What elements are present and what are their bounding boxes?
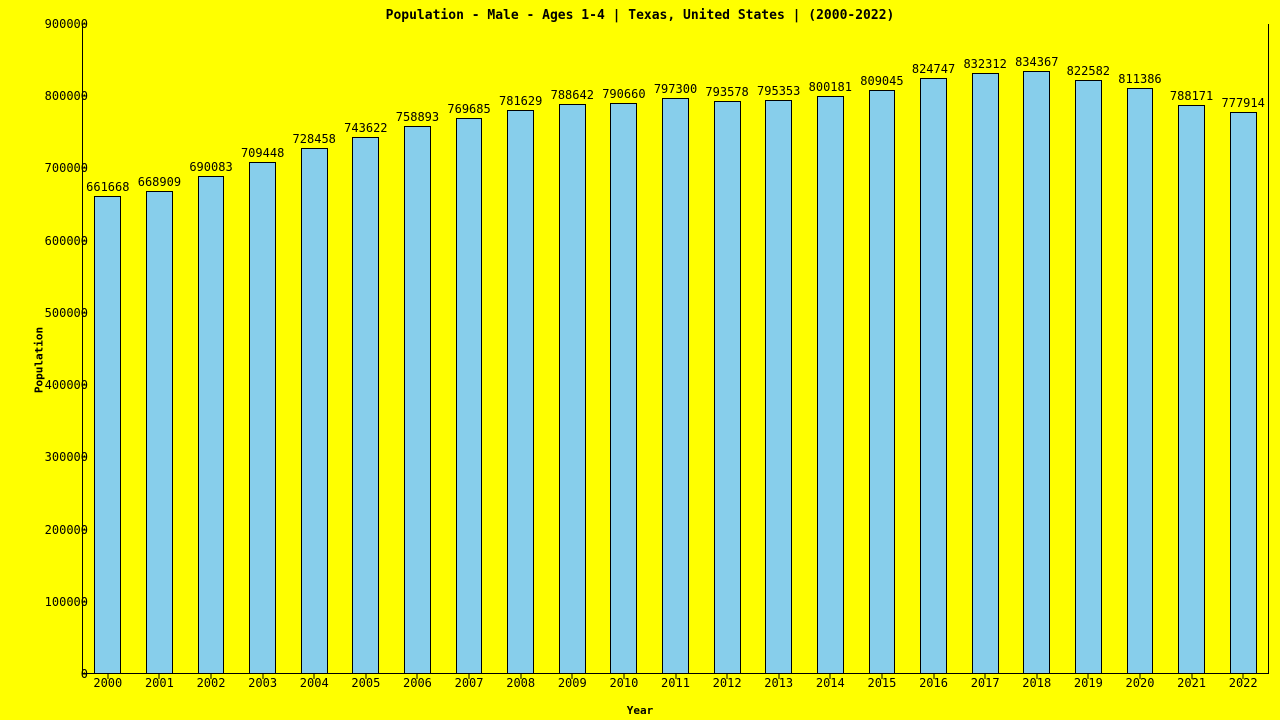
bar — [456, 118, 483, 674]
y-tick-label: 200000 — [28, 523, 88, 537]
y-tick-mark — [82, 168, 87, 169]
bar — [1230, 112, 1257, 674]
y-tick-mark — [82, 529, 87, 530]
bar-value-label: 824747 — [912, 62, 955, 76]
bar — [714, 101, 741, 674]
y-tick-label: 900000 — [28, 17, 88, 31]
y-tick-label: 300000 — [28, 450, 88, 464]
bar — [869, 90, 896, 674]
y-tick-mark — [82, 601, 87, 602]
x-axis-label: Year — [0, 704, 1280, 717]
bar — [1075, 80, 1102, 674]
bar — [507, 110, 534, 675]
x-tick-mark — [778, 674, 779, 679]
bar-value-label: 758893 — [396, 110, 439, 124]
bar-value-label: 811386 — [1118, 72, 1161, 86]
y-tick-mark — [82, 312, 87, 313]
bar — [404, 126, 431, 674]
bar-value-label: 797300 — [654, 82, 697, 96]
y-tick-label: 400000 — [28, 378, 88, 392]
chart-container: Population - Male - Ages 1-4 | Texas, Un… — [0, 0, 1280, 720]
bar — [765, 100, 792, 674]
bar — [662, 98, 689, 674]
bar-value-label: 777914 — [1222, 96, 1265, 110]
bar — [352, 137, 379, 674]
bar — [94, 196, 121, 674]
y-tick-mark — [82, 457, 87, 458]
bar — [1178, 105, 1205, 674]
bar — [301, 148, 328, 674]
bar-value-label: 668909 — [138, 175, 181, 189]
bar — [249, 162, 276, 674]
x-tick-mark — [675, 674, 676, 679]
y-tick-mark — [82, 385, 87, 386]
y-tick-label: 600000 — [28, 234, 88, 248]
bar — [920, 78, 947, 674]
bar — [1127, 88, 1154, 674]
x-tick-mark — [365, 674, 366, 679]
bar — [559, 104, 586, 674]
bar-value-label: 788171 — [1170, 89, 1213, 103]
bar-value-label: 743622 — [344, 121, 387, 135]
bar-value-label: 809045 — [860, 74, 903, 88]
bar — [817, 96, 844, 674]
bar-value-label: 769685 — [447, 102, 490, 116]
bar-value-label: 709448 — [241, 146, 284, 160]
x-tick-mark — [727, 674, 728, 679]
bar-value-label: 788642 — [551, 88, 594, 102]
bar — [1023, 71, 1050, 674]
bar — [146, 191, 173, 674]
x-tick-mark — [417, 674, 418, 679]
x-tick-mark — [1139, 674, 1140, 679]
bar — [198, 176, 225, 674]
x-tick-mark — [262, 674, 263, 679]
bar-value-label: 728458 — [293, 132, 336, 146]
y-tick-label: 0 — [28, 667, 88, 681]
y-tick-label: 500000 — [28, 306, 88, 320]
bar-value-label: 793578 — [705, 85, 748, 99]
y-tick-label: 700000 — [28, 161, 88, 175]
x-tick-mark — [469, 674, 470, 679]
bar-value-label: 661668 — [86, 180, 129, 194]
x-tick-mark — [1088, 674, 1089, 679]
y-tick-mark — [82, 24, 87, 25]
bar-value-label: 781629 — [499, 94, 542, 108]
x-tick-mark — [933, 674, 934, 679]
y-tick-mark — [82, 240, 87, 241]
chart-title: Population - Male - Ages 1-4 | Texas, Un… — [0, 8, 1280, 23]
x-tick-mark — [1243, 674, 1244, 679]
bar — [972, 73, 999, 674]
y-tick-mark — [82, 96, 87, 97]
x-tick-mark — [107, 674, 108, 679]
bar-value-label: 800181 — [809, 80, 852, 94]
bar-value-label: 690083 — [189, 160, 232, 174]
x-tick-mark — [314, 674, 315, 679]
x-tick-mark — [623, 674, 624, 679]
bar-value-label: 790660 — [602, 87, 645, 101]
y-tick-label: 100000 — [28, 595, 88, 609]
x-tick-mark — [520, 674, 521, 679]
y-tick-mark — [82, 674, 87, 675]
bar — [610, 103, 637, 674]
x-tick-mark — [830, 674, 831, 679]
bar-value-label: 822582 — [1067, 64, 1110, 78]
x-tick-mark — [881, 674, 882, 679]
x-tick-mark — [1036, 674, 1037, 679]
y-tick-label: 800000 — [28, 89, 88, 103]
x-tick-mark — [211, 674, 212, 679]
bar-value-label: 832312 — [963, 57, 1006, 71]
x-tick-mark — [159, 674, 160, 679]
bar-value-label: 834367 — [1015, 55, 1058, 69]
x-tick-mark — [572, 674, 573, 679]
x-tick-mark — [1191, 674, 1192, 679]
bar-value-label: 795353 — [757, 84, 800, 98]
x-tick-mark — [985, 674, 986, 679]
